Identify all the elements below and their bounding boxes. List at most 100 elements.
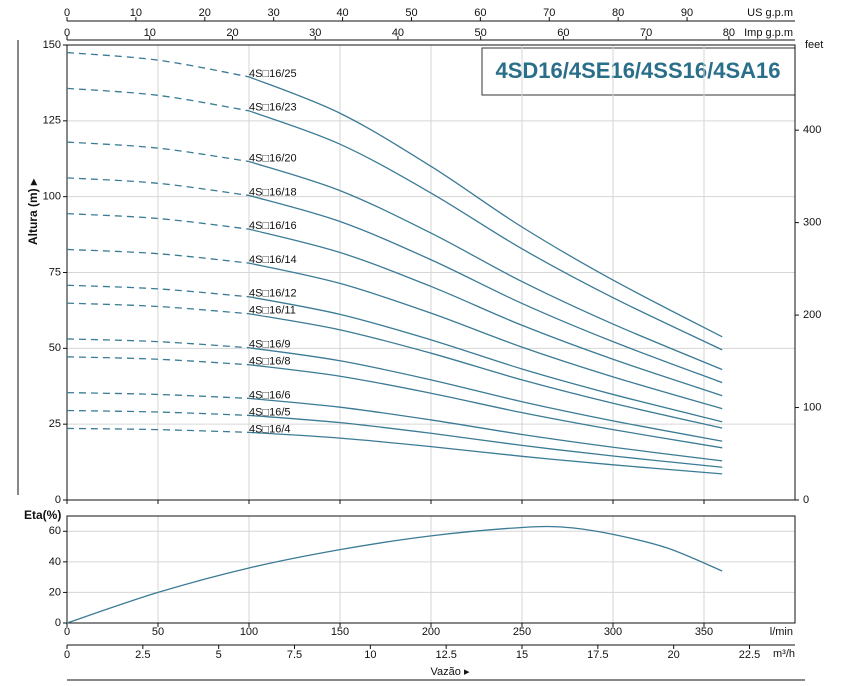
y2-tick-label: 300 [803, 217, 821, 229]
x2-tick-label: 2.5 [135, 649, 150, 661]
top-tick-label: 20 [199, 7, 211, 19]
series-label: 4S□16/25 [249, 68, 297, 80]
series-label: 4S□16/16 [249, 220, 297, 232]
x-tick-label: 100 [240, 626, 258, 638]
curve [66, 409, 250, 417]
top-tick-label: 0 [64, 27, 70, 39]
curve [248, 414, 723, 468]
x2-tick-label: 17.5 [587, 649, 608, 661]
y-tick-label: 60 [49, 525, 61, 537]
plot-frame [66, 44, 796, 501]
x-unit-label: l/min [770, 626, 793, 638]
top-tick-label: 10 [144, 27, 156, 39]
x2-tick-label: 10 [364, 649, 376, 661]
x2-tick-label: 7.5 [287, 649, 302, 661]
top-tick-label: 30 [309, 27, 321, 39]
curve [66, 51, 250, 78]
y-tick-label: 150 [43, 39, 61, 51]
curve [248, 160, 723, 371]
top-tick-label: 80 [612, 7, 624, 19]
curve [248, 296, 723, 423]
curve [248, 431, 723, 475]
x-tick-label: 150 [331, 626, 349, 638]
series-label: 4S□16/5 [249, 406, 291, 418]
y2-tick-label: 400 [803, 124, 821, 136]
y-tick-label: 100 [43, 191, 61, 203]
top-tick-label: 40 [336, 7, 348, 19]
curve [66, 356, 250, 366]
series-label: 4S□16/18 [249, 186, 297, 198]
curve [66, 525, 723, 624]
x2-unit-label: m³/h [773, 648, 795, 660]
x-tick-label: 200 [422, 626, 440, 638]
x2-tick-label: 22.5 [739, 649, 760, 661]
y-tick-label: 20 [49, 586, 61, 598]
curve [248, 110, 723, 351]
x-tick-label: 350 [695, 626, 713, 638]
curve [248, 76, 723, 338]
curve [248, 262, 723, 410]
y2-tick-label: 200 [803, 309, 821, 321]
curve [66, 177, 250, 197]
top-tick-label: 90 [681, 7, 693, 19]
curve [66, 213, 250, 230]
top-axis-label: Imp g.p.m [744, 27, 793, 39]
top-tick-label: 60 [557, 27, 569, 39]
y2-axis-label: feet [805, 39, 823, 51]
title-box [481, 47, 796, 96]
curve [248, 313, 723, 429]
top-tick-label: 30 [268, 7, 280, 19]
eta-axis-label: Eta(%) [24, 508, 61, 522]
curve [66, 87, 250, 112]
top-tick-label: 0 [64, 7, 70, 19]
y-tick-label: 40 [49, 556, 61, 568]
top-tick-label: 50 [475, 27, 487, 39]
y2-tick-label: 100 [803, 401, 821, 413]
x2-tick-label: 15 [516, 649, 528, 661]
curve [66, 141, 250, 163]
series-label: 4S□16/8 [249, 356, 291, 368]
y2-tick-label: 0 [803, 494, 809, 506]
top-axis-label: US g.p.m [747, 7, 793, 19]
curve [66, 338, 250, 349]
curve [248, 194, 723, 384]
curve [66, 284, 250, 298]
x-tick-label: 250 [513, 626, 531, 638]
series-label: 4S□16/12 [249, 288, 297, 300]
curve [66, 302, 250, 315]
series-label: 4S□16/4 [249, 423, 291, 435]
x-axis-label: Vazão ▸ [431, 666, 470, 678]
x2-tick-label: 5 [216, 649, 222, 661]
x-tick-label: 0 [64, 626, 70, 638]
top-tick-label: 50 [405, 7, 417, 19]
curve [248, 397, 723, 462]
series-label: 4S□16/14 [249, 254, 297, 266]
curve [66, 248, 250, 264]
top-tick-label: 10 [130, 7, 142, 19]
y-tick-label: 0 [55, 494, 61, 506]
top-tick-label: 40 [392, 27, 404, 39]
x2-tick-label: 0 [64, 649, 70, 661]
x-tick-label: 50 [152, 626, 164, 638]
series-label: 4S□16/6 [249, 389, 291, 401]
top-tick-label: 70 [640, 27, 652, 39]
y-tick-label: 75 [49, 266, 61, 278]
x2-tick-label: 20 [668, 649, 680, 661]
top-tick-label: 70 [543, 7, 555, 19]
curve [66, 427, 250, 434]
series-label: 4S□16/20 [249, 152, 297, 164]
y-tick-label: 0 [55, 617, 61, 629]
y-tick-label: 25 [49, 418, 61, 430]
x2-tick-label: 12.5 [435, 649, 456, 661]
series-label: 4S□16/11 [249, 305, 296, 317]
series-label: 4S□16/9 [249, 339, 291, 351]
plot-frame [66, 515, 796, 624]
x-tick-label: 300 [604, 626, 622, 638]
series-label: 4S□16/23 [249, 102, 297, 114]
top-tick-label: 20 [226, 27, 238, 39]
y-tick-label: 50 [49, 342, 61, 354]
chart-title: 4SD16/4SE16/4SS16/4SA16 [496, 58, 781, 83]
curve [248, 228, 723, 397]
curve [66, 391, 250, 400]
